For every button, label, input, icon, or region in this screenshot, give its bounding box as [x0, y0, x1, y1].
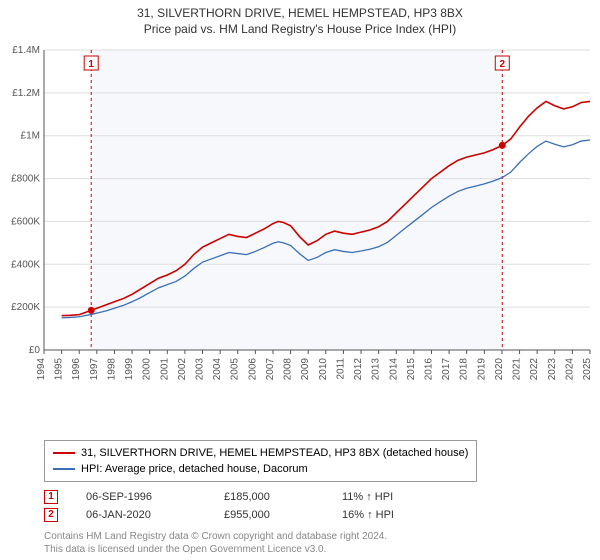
marker-delta: 11% ↑ HPI — [342, 488, 393, 506]
svg-text:£800K: £800K — [11, 174, 40, 185]
legend-swatch — [53, 468, 75, 470]
marker-date: 06-SEP-1996 — [86, 488, 196, 506]
chart-subtitle: Price paid vs. HM Land Registry's House … — [0, 20, 600, 40]
svg-text:£0: £0 — [29, 345, 41, 356]
svg-text:£1.4M: £1.4M — [12, 45, 40, 56]
svg-text:1995: 1995 — [54, 358, 65, 381]
svg-text:2017: 2017 — [441, 358, 452, 381]
svg-text:2021: 2021 — [512, 358, 523, 381]
line-chart: £0 £200K £400K £600K £800K £1M £1.2M £1.4M 1994 1… — [0, 40, 600, 400]
svg-text:2008: 2008 — [283, 358, 294, 381]
svg-text:2: 2 — [500, 59, 506, 70]
marker-price: £955,000 — [224, 506, 314, 524]
svg-text:2022: 2022 — [529, 358, 540, 381]
svg-text:2010: 2010 — [318, 358, 329, 381]
marker-row: 2 06-JAN-2020 £955,000 16% ↑ HPI — [44, 506, 394, 524]
svg-text:2013: 2013 — [371, 358, 382, 381]
marker-row: 1 06-SEP-1996 £185,000 11% ↑ HPI — [44, 488, 394, 506]
svg-text:1: 1 — [88, 59, 94, 70]
marker-price: £185,000 — [224, 488, 314, 506]
svg-text:2012: 2012 — [353, 358, 364, 381]
svg-text:2011: 2011 — [335, 358, 346, 380]
svg-text:£1M: £1M — [21, 131, 40, 142]
svg-text:2003: 2003 — [195, 358, 206, 381]
svg-text:2016: 2016 — [423, 358, 434, 381]
svg-text:1999: 1999 — [124, 358, 135, 381]
svg-text:£600K: £600K — [11, 216, 40, 227]
legend-swatch — [53, 452, 75, 454]
svg-text:2025: 2025 — [582, 358, 593, 381]
marker-delta: 16% ↑ HPI — [342, 506, 394, 524]
marker-badge: 1 — [44, 490, 58, 504]
svg-text:1997: 1997 — [89, 358, 100, 381]
legend-label: HPI: Average price, detached house, Daco… — [81, 461, 308, 477]
marker-badge: 2 — [44, 508, 58, 522]
svg-text:2005: 2005 — [230, 358, 241, 381]
legend-item: 31, SILVERTHORN DRIVE, HEMEL HEMPSTEAD, … — [53, 445, 468, 461]
svg-text:2014: 2014 — [388, 358, 399, 381]
marker-date: 06-JAN-2020 — [86, 506, 196, 524]
svg-text:2009: 2009 — [300, 358, 311, 381]
svg-text:2018: 2018 — [459, 358, 470, 381]
svg-text:2023: 2023 — [547, 358, 558, 381]
chart-area: £0 £200K £400K £600K £800K £1M £1.2M £1.4M 1994 1… — [0, 40, 600, 400]
svg-text:2020: 2020 — [494, 358, 505, 381]
svg-text:2000: 2000 — [142, 358, 153, 381]
svg-text:£400K: £400K — [11, 259, 40, 270]
svg-text:2006: 2006 — [247, 358, 258, 381]
marker-table: 1 06-SEP-1996 £185,000 11% ↑ HPI 2 06-JA… — [44, 488, 394, 524]
svg-text:2007: 2007 — [265, 358, 276, 381]
attribution: Contains HM Land Registry data © Crown c… — [44, 530, 590, 556]
svg-text:1998: 1998 — [106, 358, 117, 381]
svg-text:£1.2M: £1.2M — [12, 88, 40, 99]
svg-text:2019: 2019 — [476, 358, 487, 381]
svg-text:2002: 2002 — [177, 358, 188, 381]
legend-item: HPI: Average price, detached house, Daco… — [53, 461, 468, 477]
svg-text:2024: 2024 — [564, 358, 575, 381]
svg-text:2001: 2001 — [159, 358, 170, 381]
svg-text:£200K: £200K — [11, 302, 40, 313]
attribution-line: Contains HM Land Registry data © Crown c… — [44, 530, 590, 543]
svg-text:2004: 2004 — [212, 358, 223, 381]
chart-container: 31, SILVERTHORN DRIVE, HEMEL HEMPSTEAD, … — [0, 0, 600, 560]
svg-text:2015: 2015 — [406, 358, 417, 381]
legend-label: 31, SILVERTHORN DRIVE, HEMEL HEMPSTEAD, … — [81, 445, 468, 461]
svg-text:1994: 1994 — [36, 358, 47, 381]
attribution-line: This data is licensed under the Open Gov… — [44, 543, 590, 556]
legend: 31, SILVERTHORN DRIVE, HEMEL HEMPSTEAD, … — [44, 440, 477, 482]
chart-title: 31, SILVERTHORN DRIVE, HEMEL HEMPSTEAD, … — [0, 0, 600, 20]
svg-text:1996: 1996 — [71, 358, 82, 381]
